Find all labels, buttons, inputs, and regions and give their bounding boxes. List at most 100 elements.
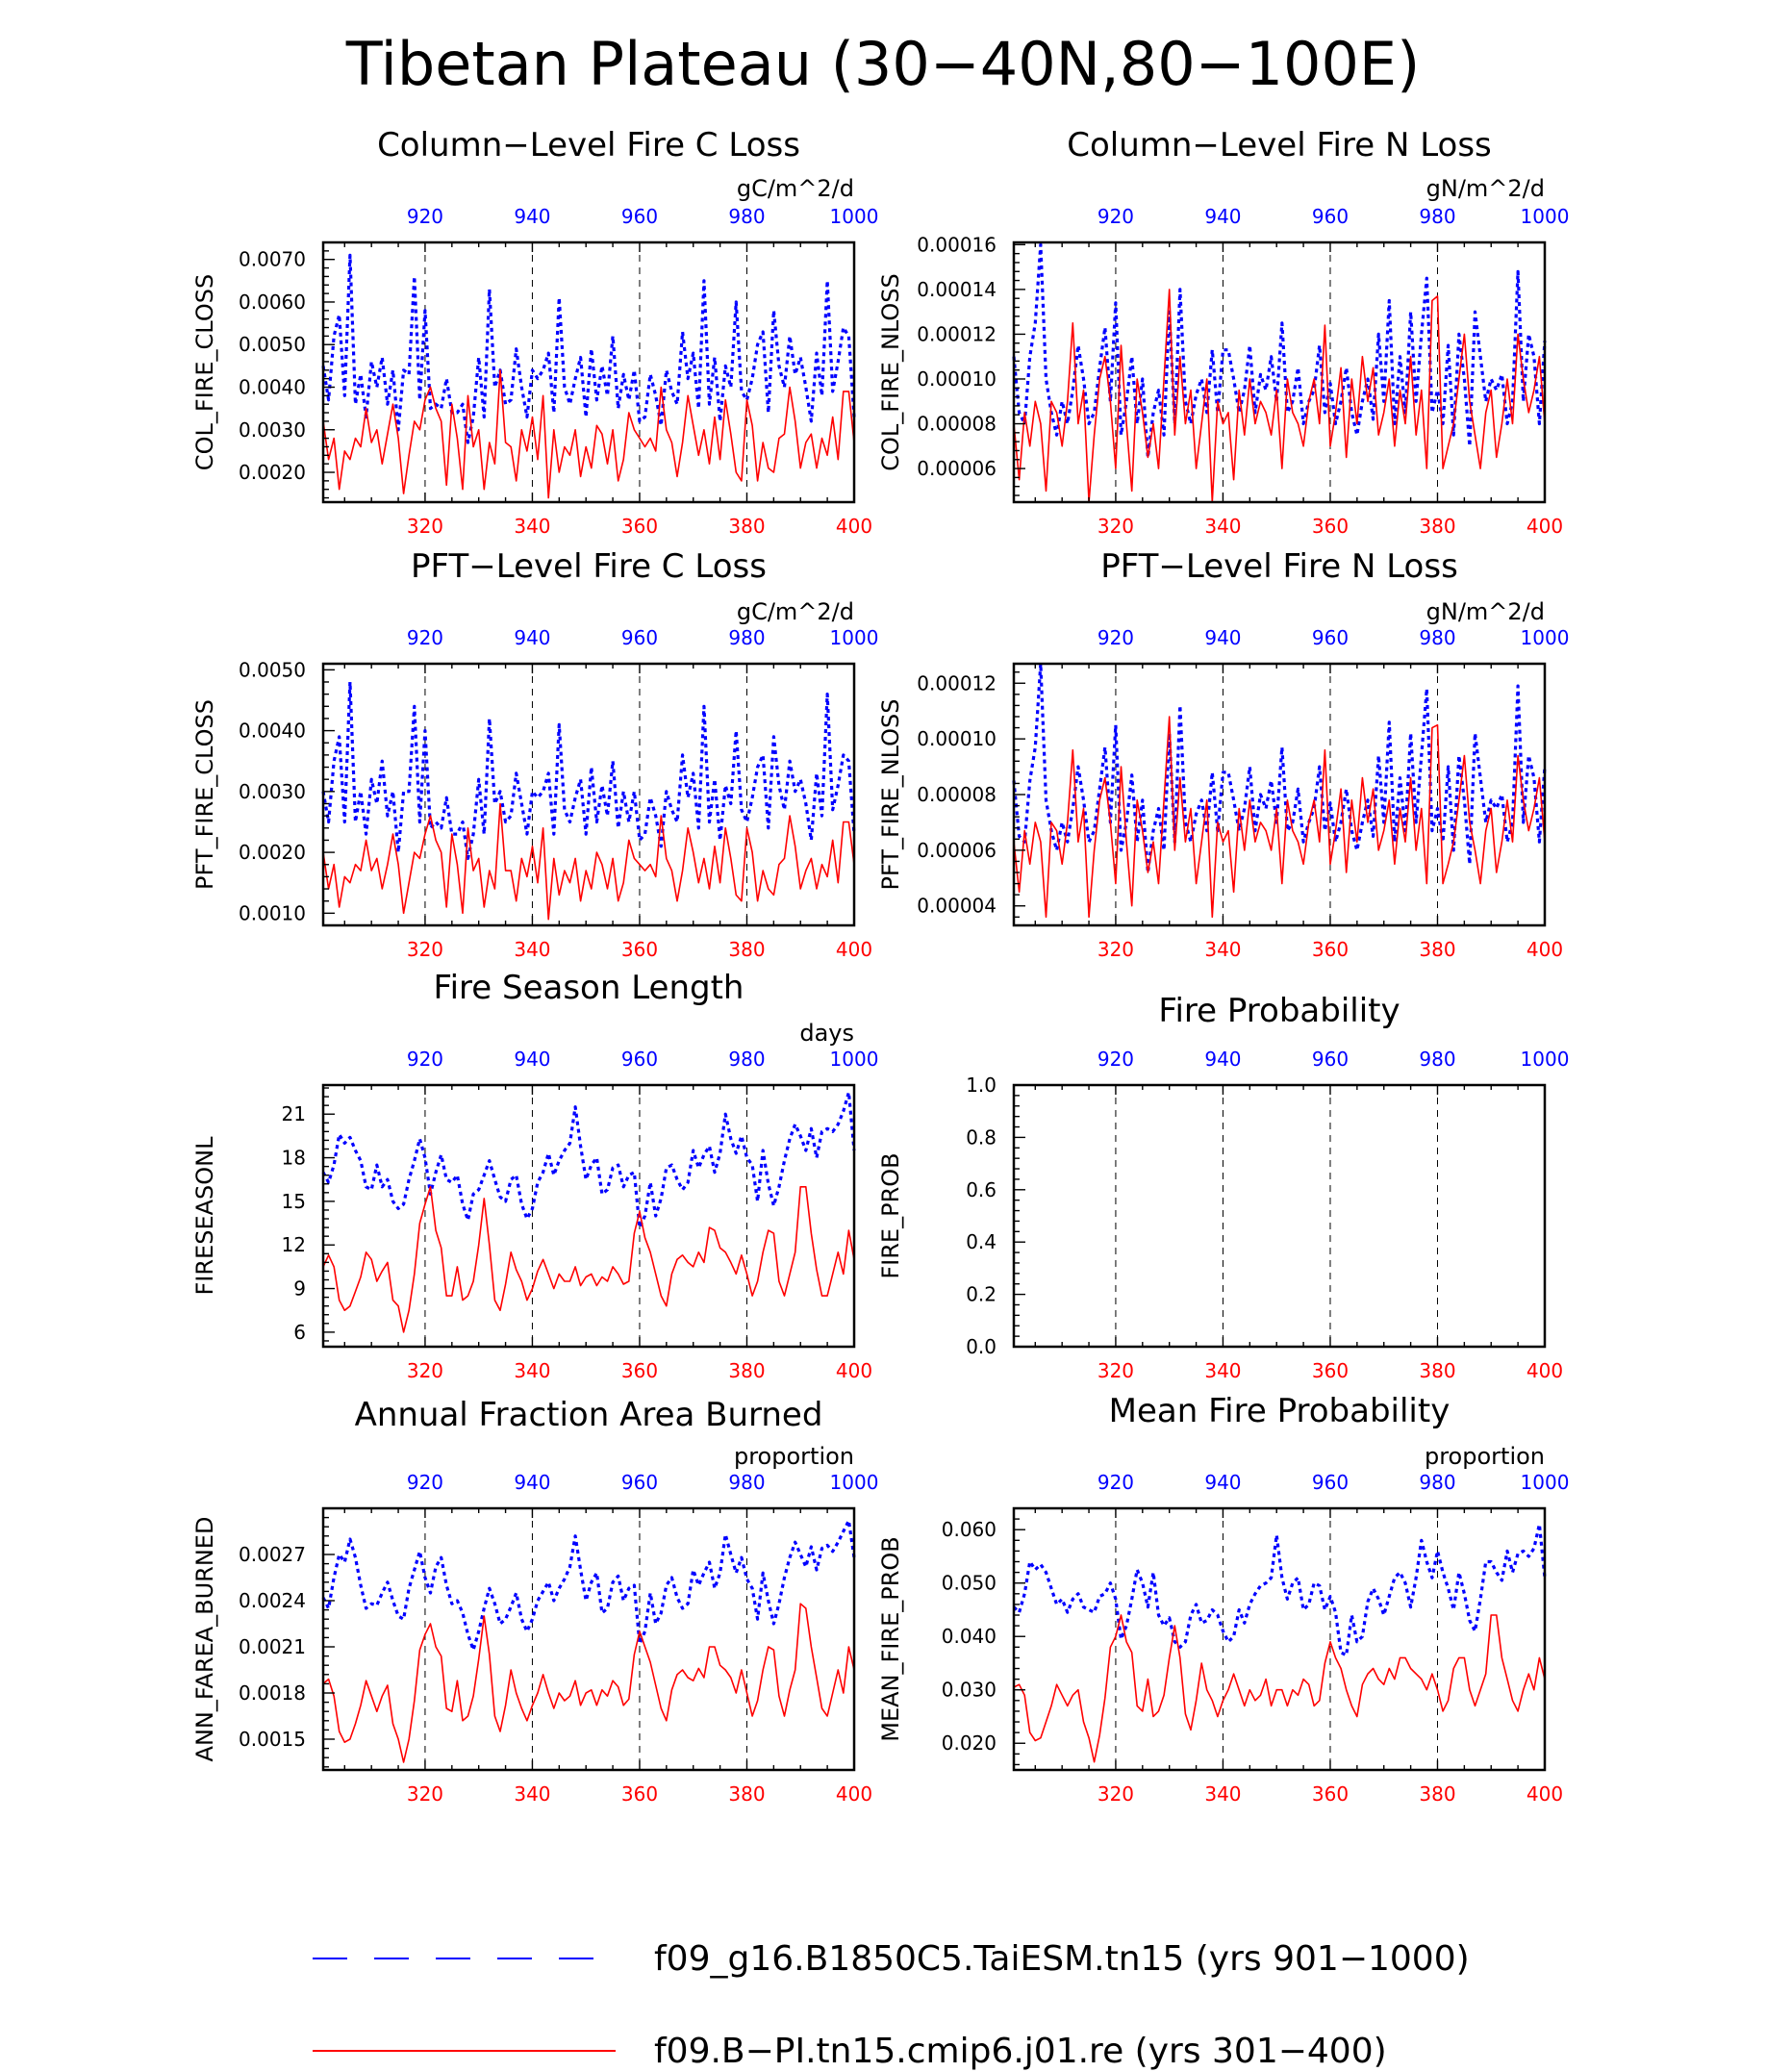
panel-pft-fire-nloss: PFT−Level Fire N Loss gN/m^2/d 320 340 360 38…	[877, 547, 1569, 961]
x-tick-label: 380	[1419, 1359, 1455, 1382]
y-tick-label: 0.060	[942, 1518, 997, 1541]
x-top-tick-label: 940	[1204, 1048, 1241, 1071]
x-tick-label: 380	[728, 1359, 765, 1382]
units-label: gC/m^2/d	[737, 598, 854, 625]
x-tick-label: 340	[514, 1359, 550, 1382]
panel-col-fire-nloss: Column−Level Fire N Loss gN/m^2/d 320 340 36…	[877, 126, 1569, 538]
x-tick-label: 320	[407, 515, 443, 538]
x-tick-label: 380	[728, 1782, 765, 1806]
x-top-tick-label: 920	[1097, 1471, 1134, 1494]
y-tick-label: 0.0027	[239, 1543, 306, 1566]
x-top-tick-label: 920	[1097, 205, 1134, 228]
x-top-tick-label: 940	[1204, 626, 1241, 649]
y-tick-label: 0.0020	[239, 461, 306, 484]
x-top-tick-label: 960	[621, 626, 658, 649]
x-tick-label: 320	[1097, 1359, 1134, 1382]
x-top-tick-label: 1000	[830, 205, 879, 228]
plot-frame	[321, 662, 856, 927]
y-tick-label: 0.040	[942, 1625, 997, 1648]
y-tick-label: 0.050	[942, 1572, 997, 1595]
x-tick-label: 360	[621, 1359, 658, 1382]
x-top-tick-label: 960	[1312, 205, 1349, 228]
figure-title: Tibetan Plateau (30−40N,80−100E)	[345, 29, 1421, 99]
plot-frame	[321, 240, 856, 504]
x-tick-label: 400	[836, 1782, 872, 1806]
y-axis-label: FIRE_PROB	[877, 1152, 904, 1278]
x-tick-label: 380	[728, 938, 765, 961]
y-tick-label: 9	[293, 1277, 306, 1301]
x-tick-label: 320	[1097, 938, 1134, 961]
panel-title: Column−Level Fire C Loss	[377, 126, 800, 164]
plot-frame	[321, 1083, 856, 1349]
x-tick-label: 360	[1312, 1359, 1349, 1382]
y-axis-label: FIRESEASONL	[191, 1136, 218, 1296]
x-top-tick-label: 1000	[830, 626, 879, 649]
series-line-0	[321, 1519, 856, 1652]
series-line-1	[322, 1603, 855, 1763]
x-tick-label: 360	[1312, 515, 1349, 538]
y-tick-label: 0.00006	[917, 839, 997, 862]
x-top-tick-label: 980	[1419, 1048, 1455, 1071]
x-top-tick-label: 1000	[830, 1471, 879, 1494]
y-tick-label: 0.00008	[917, 783, 997, 806]
x-tick-label: 340	[514, 938, 550, 961]
panel-fire-prob: Fire Probability 320 340 360 380 400 920 940 960…	[877, 992, 1569, 1382]
x-top-tick-label: 980	[728, 1471, 765, 1494]
y-axis-label: MEAN_FIRE_PROB	[877, 1536, 904, 1741]
x-tick-label: 340	[1204, 1782, 1241, 1806]
x-tick-label: 400	[1526, 938, 1563, 961]
x-top-tick-label: 920	[1097, 1048, 1134, 1071]
units-label: days	[799, 1020, 854, 1047]
y-axis-label: PFT_FIRE_NLOSS	[877, 698, 904, 890]
x-top-tick-label: 940	[1204, 205, 1241, 228]
x-tick-label: 340	[1204, 1359, 1241, 1382]
y-tick-label: 15	[282, 1190, 306, 1213]
x-tick-label: 340	[514, 1782, 550, 1806]
panel-pft-fire-closs: PFT−Level Fire C Loss gC/m^2/d 320 340 360 38…	[191, 547, 878, 961]
x-top-tick-label: 920	[407, 1471, 443, 1494]
y-tick-label: 0.2	[966, 1283, 997, 1306]
y-tick-label: 0.030	[942, 1679, 997, 1702]
series-line-0	[1012, 662, 1547, 874]
y-tick-label: 0.0050	[239, 333, 306, 356]
x-tick-label: 400	[1526, 1782, 1563, 1806]
units-label: gN/m^2/d	[1426, 598, 1545, 625]
y-tick-label: 0.0	[966, 1335, 997, 1358]
y-tick-label: 0.0030	[239, 780, 306, 803]
x-top-tick-label: 920	[1097, 626, 1134, 649]
x-tick-label: 360	[621, 938, 658, 961]
y-axis-label: COL_FIRE_CLOSS	[191, 274, 218, 470]
series-line-1	[1013, 289, 1546, 503]
y-tick-label: 0.00010	[917, 367, 997, 391]
y-tick-label: 0.8	[966, 1125, 997, 1149]
panel-title: PFT−Level Fire C Loss	[411, 547, 767, 586]
x-top-tick-label: 980	[1419, 1471, 1455, 1494]
panel-title: Mean Fire Probability	[1109, 1392, 1451, 1430]
x-tick-label: 380	[728, 515, 765, 538]
x-tick-label: 320	[407, 1359, 443, 1382]
y-tick-label: 0.4	[966, 1230, 997, 1253]
y-tick-label: 0.0020	[239, 841, 306, 864]
x-tick-label: 400	[836, 938, 872, 961]
x-top-tick-label: 920	[407, 626, 443, 649]
panel-mean-fire-prob: Mean Fire Probability proportion 320 340 360…	[877, 1392, 1569, 1806]
x-top-tick-label: 1000	[1521, 205, 1570, 228]
y-tick-label: 0.0040	[239, 375, 306, 398]
y-tick-label: 6	[293, 1321, 306, 1344]
y-tick-label: 0.6	[966, 1178, 997, 1201]
y-axis-label: COL_FIRE_NLOSS	[877, 273, 904, 471]
y-tick-label: 0.00014	[917, 278, 997, 301]
series-line-1	[322, 368, 855, 499]
series-line-1	[322, 1186, 855, 1333]
x-top-tick-label: 940	[514, 1048, 550, 1071]
panel-title: PFT−Level Fire N Loss	[1100, 547, 1458, 586]
x-tick-label: 320	[1097, 1782, 1134, 1806]
x-tick-label: 400	[836, 515, 872, 538]
x-tick-label: 320	[407, 1782, 443, 1806]
x-tick-label: 360	[1312, 938, 1349, 961]
y-tick-label: 21	[282, 1102, 306, 1125]
x-tick-label: 340	[1204, 515, 1241, 538]
panel-title: Fire Season Length	[434, 969, 744, 1007]
y-tick-label: 0.0021	[239, 1635, 306, 1658]
